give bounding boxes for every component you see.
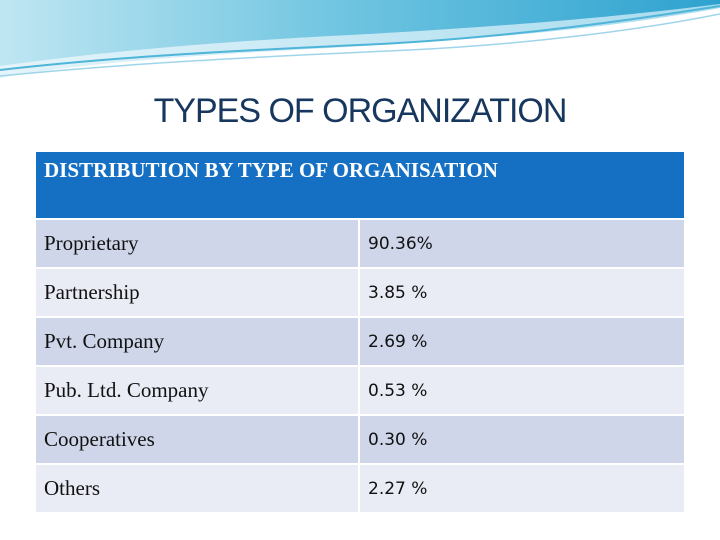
page-title: TYPES OF ORGANIZATION xyxy=(153,92,568,130)
distribution-table: DISTRIBUTION BY TYPE OF ORGANISATION Pro… xyxy=(36,152,684,514)
row-value: 2.27 % xyxy=(360,465,684,514)
row-label: Partnership xyxy=(36,269,360,318)
row-value: 2.69 % xyxy=(360,318,684,367)
table-row: Partnership 3.85 % xyxy=(36,269,684,318)
row-value: 0.30 % xyxy=(360,416,684,465)
row-value: 3.85 % xyxy=(360,269,684,318)
table-header: DISTRIBUTION BY TYPE OF ORGANISATION xyxy=(36,152,684,220)
table-row: Pub. Ltd. Company 0.53 % xyxy=(36,367,684,416)
decorative-wave-banner xyxy=(0,0,720,78)
row-label: Pvt. Company xyxy=(36,318,360,367)
row-value: 90.36% xyxy=(360,220,684,269)
table-header-row: DISTRIBUTION BY TYPE OF ORGANISATION xyxy=(36,152,684,220)
row-label: Others xyxy=(36,465,360,514)
row-label: Cooperatives xyxy=(36,416,360,465)
row-label: Proprietary xyxy=(36,220,360,269)
table-row: Proprietary 90.36% xyxy=(36,220,684,269)
row-value: 0.53 % xyxy=(360,367,684,416)
table-row: Pvt. Company 2.69 % xyxy=(36,318,684,367)
row-label: Pub. Ltd. Company xyxy=(36,367,360,416)
table-row: Cooperatives 0.30 % xyxy=(36,416,684,465)
table-row: Others 2.27 % xyxy=(36,465,684,514)
